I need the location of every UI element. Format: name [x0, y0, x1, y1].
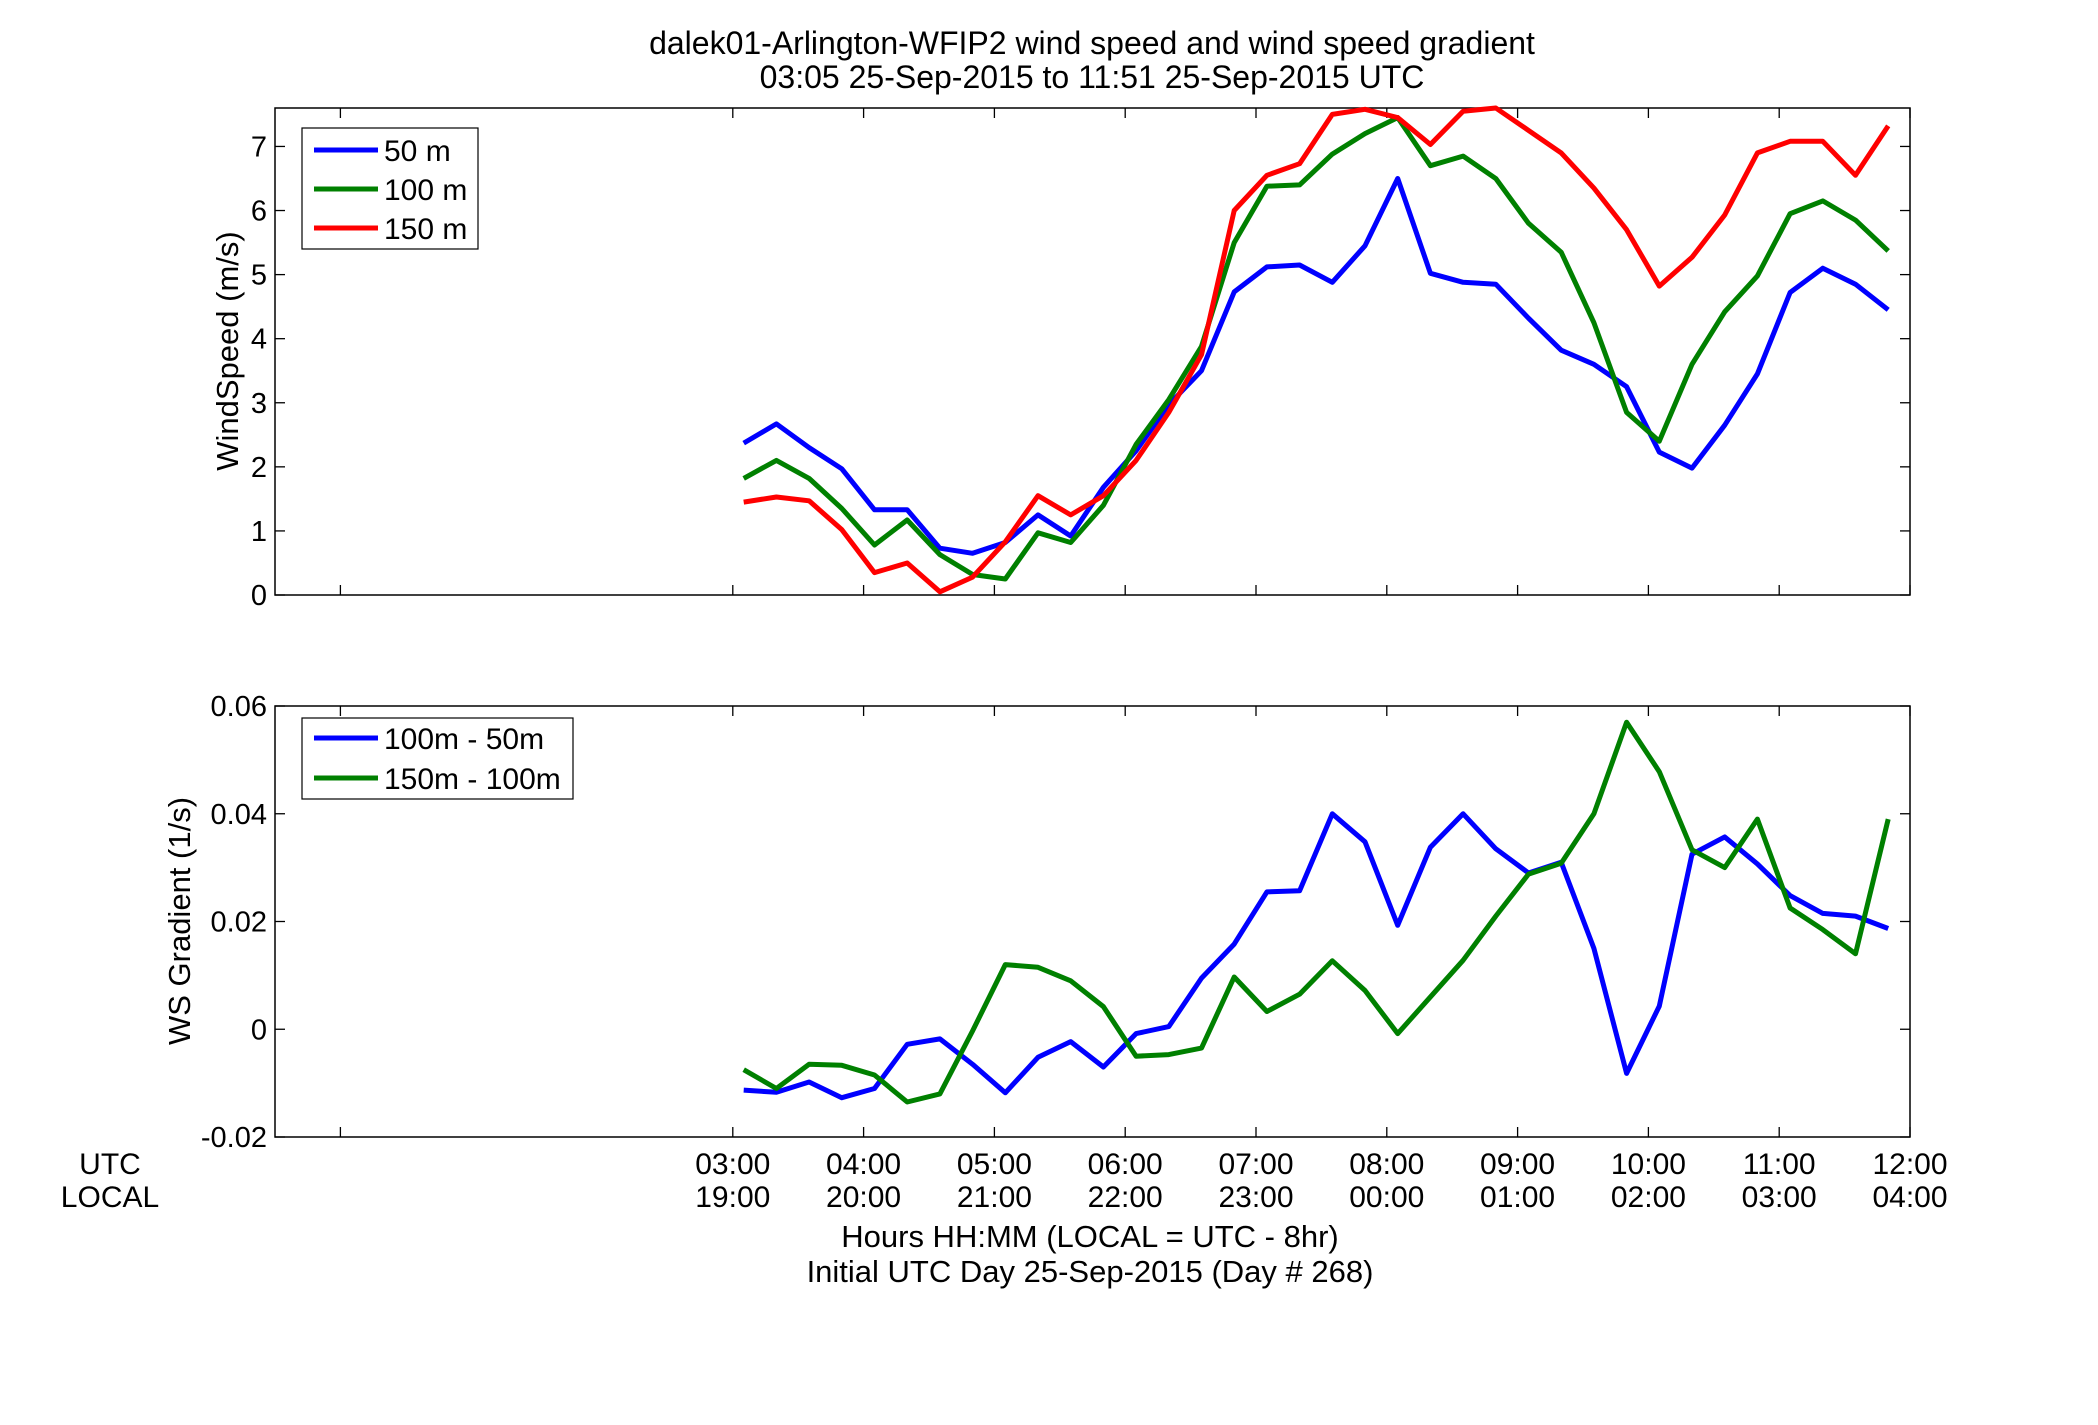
x-tick-label-utc: 07:00 — [1218, 1148, 1293, 1181]
windspeed-y-tick-label: 5 — [251, 260, 267, 292]
windspeed-x-ticks — [339, 108, 1911, 595]
chart-title-line2: 03:05 25-Sep-2015 to 11:51 25-Sep-2015 U… — [760, 59, 1425, 95]
chart-title-line1: dalek01-Arlington-WFIP2 wind speed and w… — [649, 25, 1535, 61]
windspeed-y-ticks: 0 1 2 3 4 5 6 7 — [251, 131, 1910, 612]
gradient-legend-box — [301, 717, 574, 800]
windspeed-y-axis-label: WindSpeed (m/s) — [210, 231, 245, 470]
legend-label-100m-50m: 100m - 50m — [384, 723, 544, 756]
x-tick-label-utc: 08:00 — [1349, 1148, 1424, 1181]
windspeed-y-tick-label: 7 — [251, 131, 267, 163]
x-tick-label-local: 19:00 — [695, 1181, 770, 1214]
windspeed-panel: 0 1 2 3 4 5 6 7 WindSpeed (m/s) 50 m 100 m 150 … — [210, 105, 1911, 612]
gradient-y-tick-label: 0.04 — [211, 799, 267, 831]
windspeed-y-tick-label: 3 — [251, 388, 267, 420]
x-tick-label-utc: 11:00 — [1743, 1148, 1816, 1181]
gradient-y-tick-label: 0.06 — [211, 691, 267, 723]
gradient-series — [742, 719, 1891, 1105]
gradient-y-tick-label: -0.02 — [201, 1122, 267, 1154]
x-tick-label-utc: 10:00 — [1611, 1148, 1686, 1181]
gradient-series-line-2 — [742, 719, 1891, 1105]
windspeed-series-line-1 — [742, 176, 1890, 556]
x-tick-label-utc: 09:00 — [1480, 1148, 1555, 1181]
windspeed-series-line-2 — [742, 115, 1890, 582]
x-tick-label-utc: 05:00 — [957, 1148, 1032, 1181]
gradient-y-tick-label: 0 — [251, 1014, 267, 1046]
x-tick-label-utc: 03:00 — [695, 1148, 770, 1181]
windspeed-series-line-3 — [743, 105, 1891, 595]
legend-label-100m: 100 m — [384, 174, 467, 207]
x-tick-label-local: 04:00 — [1872, 1181, 1947, 1214]
x-tick-label-local: 21:00 — [957, 1181, 1032, 1214]
windspeed-y-tick-label: 4 — [251, 324, 267, 356]
x-tick-label-local: 22:00 — [1088, 1181, 1163, 1214]
legend-label-150m: 150 m — [384, 213, 467, 246]
windspeed-plot-area — [274, 107, 1911, 596]
x-tick-label-local: 01:00 — [1480, 1181, 1555, 1214]
gradient-y-ticks: -0.02 0 0.02 0.04 0.06 — [201, 691, 1910, 1154]
x-tick-label-local: 20:00 — [826, 1181, 901, 1214]
windspeed-y-tick-label: 6 — [251, 196, 267, 228]
x-axis-label-line2: Initial UTC Day 25-Sep-2015 (Day # 268) — [807, 1254, 1374, 1289]
gradient-y-tick-label: 0.02 — [211, 907, 267, 939]
x-tick-label-local: 23:00 — [1218, 1181, 1293, 1214]
gradient-panel: 03:0019:0004:0020:0005:0021:0006:0022:00… — [162, 691, 1948, 1214]
legend-label-50m: 50 m — [384, 135, 451, 168]
x-row-label-local: LOCAL — [61, 1181, 159, 1214]
legend-label-150m-100m: 150m - 100m — [384, 763, 561, 796]
gradient-legend: 100m - 50m 150m - 100m — [301, 717, 574, 800]
windspeed-y-tick-label: 1 — [251, 516, 267, 548]
windspeed-series — [742, 105, 1891, 595]
x-tick-label-local: 02:00 — [1611, 1181, 1686, 1214]
x-tick-label-local: 00:00 — [1349, 1181, 1424, 1214]
x-tick-label-utc: 06:00 — [1088, 1148, 1163, 1181]
gradient-x-ticks: 03:0019:0004:0020:0005:0021:0006:0022:00… — [339, 706, 1948, 1214]
x-tick-label-utc: 12:00 — [1872, 1148, 1947, 1181]
x-tick-label-utc: 04:00 — [826, 1148, 901, 1181]
windspeed-legend: 50 m 100 m 150 m — [301, 127, 479, 250]
windspeed-y-tick-label: 0 — [251, 580, 267, 612]
x-axis-label-line1: Hours HH:MM (LOCAL = UTC - 8hr) — [841, 1219, 1339, 1254]
windspeed-y-tick-label: 2 — [251, 452, 267, 484]
gradient-y-axis-label: WS Gradient (1/s) — [162, 797, 197, 1045]
x-row-label-utc: UTC — [79, 1148, 141, 1181]
x-tick-label-local: 03:00 — [1742, 1181, 1817, 1214]
